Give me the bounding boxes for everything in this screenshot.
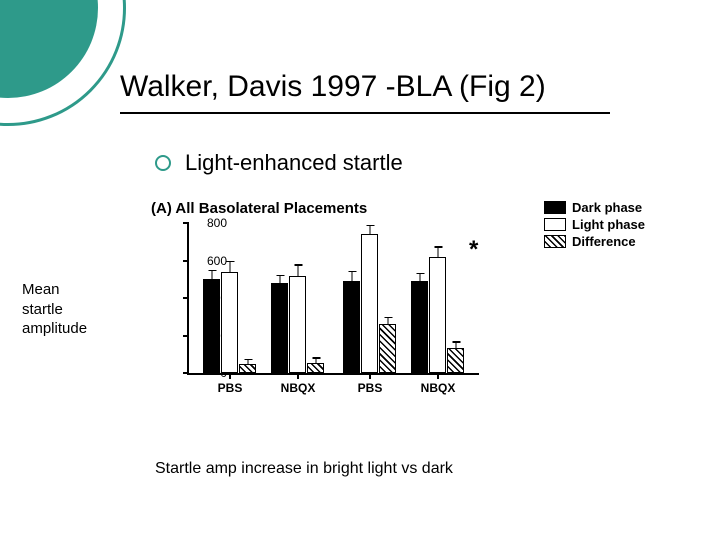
legend-swatch-light-icon (544, 218, 566, 231)
x-tick-label: NBQX (421, 381, 456, 395)
error-bar (455, 342, 456, 349)
chart-plot: 0200400600800PBSNBQXPBSNBQX* (187, 223, 479, 375)
bar-dark (203, 279, 220, 373)
legend-label-diff: Difference (572, 234, 636, 249)
x-tick (297, 373, 299, 379)
bar-light (361, 234, 378, 373)
legend-swatch-diff-icon (544, 235, 566, 248)
bar-diff (307, 363, 324, 373)
x-tick-label: PBS (358, 381, 383, 395)
error-bar (387, 318, 388, 326)
error-bar (297, 265, 298, 276)
bar-group (271, 276, 325, 374)
significance-star-icon: * (469, 238, 478, 262)
bar-dark (343, 281, 360, 373)
error-bar (437, 247, 438, 257)
chart-caption: Startle amp increase in bright light vs … (155, 460, 453, 478)
x-tick-label: NBQX (281, 381, 316, 395)
bar-light (429, 257, 446, 373)
bar-light (221, 272, 238, 373)
y-axis-label: Mean startle amplitude (22, 280, 132, 339)
chart-area: 0200400600800PBSNBQXPBSNBQX* (145, 223, 485, 398)
ylabel-line-2: startle (22, 301, 63, 318)
bar-group (343, 234, 397, 373)
error-bar (351, 272, 352, 282)
bar-dark (411, 281, 428, 373)
chart-legend: Dark phase Light phase Difference (544, 200, 645, 251)
error-bar (229, 262, 230, 273)
error-bar (211, 271, 212, 280)
chart-block: (A) All Basolateral Placements Dark phas… (145, 200, 645, 398)
bar-diff (447, 348, 464, 373)
page-title: Walker, Davis 1997 -BLA (Fig 2) (120, 70, 546, 104)
x-tick (437, 373, 439, 379)
legend-swatch-dark-icon (544, 201, 566, 214)
bullet-text: Light-enhanced startle (185, 150, 403, 176)
error-bar (247, 360, 248, 365)
legend-row-light: Light phase (544, 217, 645, 232)
error-bar (315, 358, 316, 364)
x-tick (229, 373, 231, 379)
legend-label-light: Light phase (572, 217, 645, 232)
y-tick-label: 600 (187, 254, 227, 268)
error-bar (279, 276, 280, 284)
bar-light (289, 276, 306, 374)
legend-row-dark: Dark phase (544, 200, 645, 215)
x-tick-label: PBS (218, 381, 243, 395)
error-bar (419, 274, 420, 282)
legend-label-dark: Dark phase (572, 200, 642, 215)
title-underline (120, 112, 610, 114)
bullet-marker-icon (155, 155, 171, 171)
bar-dark (271, 283, 288, 373)
bullet-row: Light-enhanced startle (155, 150, 403, 176)
legend-row-diff: Difference (544, 234, 645, 249)
bar-diff (379, 324, 396, 373)
bar-group (411, 257, 465, 373)
y-tick-label: 800 (187, 216, 227, 230)
bar-diff (239, 364, 256, 373)
x-tick (369, 373, 371, 379)
ylabel-line-1: Mean (22, 281, 60, 298)
bar-group (203, 272, 257, 373)
error-bar (369, 226, 370, 235)
ylabel-line-3: amplitude (22, 320, 87, 337)
